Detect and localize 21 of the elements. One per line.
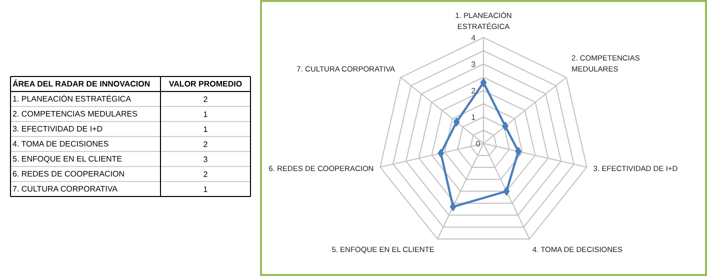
y-tick-label: 0	[476, 140, 481, 148]
text: 2	[203, 140, 208, 149]
text: 7. CULTURA CORPORATIVA	[12, 184, 118, 194]
text: VALOR PROMEDIO	[168, 80, 242, 88]
y-tick-label: 2	[471, 86, 476, 96]
text: 1	[203, 110, 208, 119]
text: 3. EFECTIVIDAD DE I+D	[12, 124, 103, 134]
text: 1	[203, 185, 208, 194]
text: 4. TOMA DE DECISIONES	[12, 140, 109, 148]
y-tick-label: 3	[471, 60, 476, 69]
text: 2. COMPETENCIAS MEDULARES	[12, 110, 138, 118]
text: 1	[203, 125, 208, 134]
text: 5. ENFOQUE EN EL CLIENTE	[12, 154, 122, 164]
text: 2	[203, 170, 208, 179]
text: ÁREA DEL RADAR DE INNOVACION	[12, 78, 150, 88]
text: 1. PLANEACIÓN ESTRATÉGICA	[12, 94, 132, 104]
text: 2	[203, 95, 208, 104]
y-tick-label: 4	[471, 34, 476, 42]
text: 6. REDES DE COOPERACION	[12, 170, 125, 178]
text: 3	[203, 155, 208, 164]
y-tick-label: 1	[471, 113, 476, 122]
